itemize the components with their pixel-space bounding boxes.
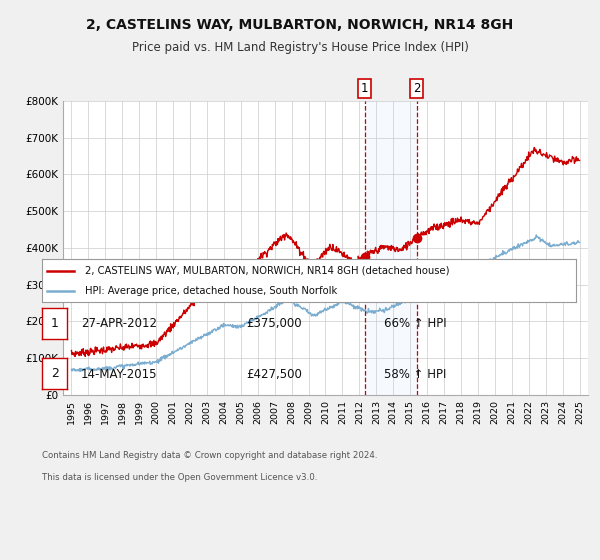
Text: 1: 1 bbox=[50, 317, 59, 330]
Text: 2, CASTELINS WAY, MULBARTON, NORWICH, NR14 8GH (detached house): 2, CASTELINS WAY, MULBARTON, NORWICH, NR… bbox=[85, 266, 449, 276]
Text: HPI: Average price, detached house, South Norfolk: HPI: Average price, detached house, Sout… bbox=[85, 286, 337, 296]
Text: 2: 2 bbox=[413, 82, 421, 95]
Text: £427,500: £427,500 bbox=[246, 367, 302, 381]
Text: 14-MAY-2015: 14-MAY-2015 bbox=[81, 367, 157, 381]
Text: 2, CASTELINS WAY, MULBARTON, NORWICH, NR14 8GH: 2, CASTELINS WAY, MULBARTON, NORWICH, NR… bbox=[86, 18, 514, 32]
Text: Price paid vs. HM Land Registry's House Price Index (HPI): Price paid vs. HM Land Registry's House … bbox=[131, 41, 469, 54]
Text: £375,000: £375,000 bbox=[246, 317, 302, 330]
Text: Contains HM Land Registry data © Crown copyright and database right 2024.: Contains HM Land Registry data © Crown c… bbox=[42, 451, 377, 460]
Text: This data is licensed under the Open Government Licence v3.0.: This data is licensed under the Open Gov… bbox=[42, 473, 317, 482]
Text: 1: 1 bbox=[361, 82, 368, 95]
Text: 2: 2 bbox=[50, 367, 59, 380]
Text: 58% ↑ HPI: 58% ↑ HPI bbox=[384, 367, 446, 381]
Text: 27-APR-2012: 27-APR-2012 bbox=[81, 317, 157, 330]
Bar bbox=[365, 101, 416, 395]
Text: 66% ↑ HPI: 66% ↑ HPI bbox=[384, 317, 446, 330]
